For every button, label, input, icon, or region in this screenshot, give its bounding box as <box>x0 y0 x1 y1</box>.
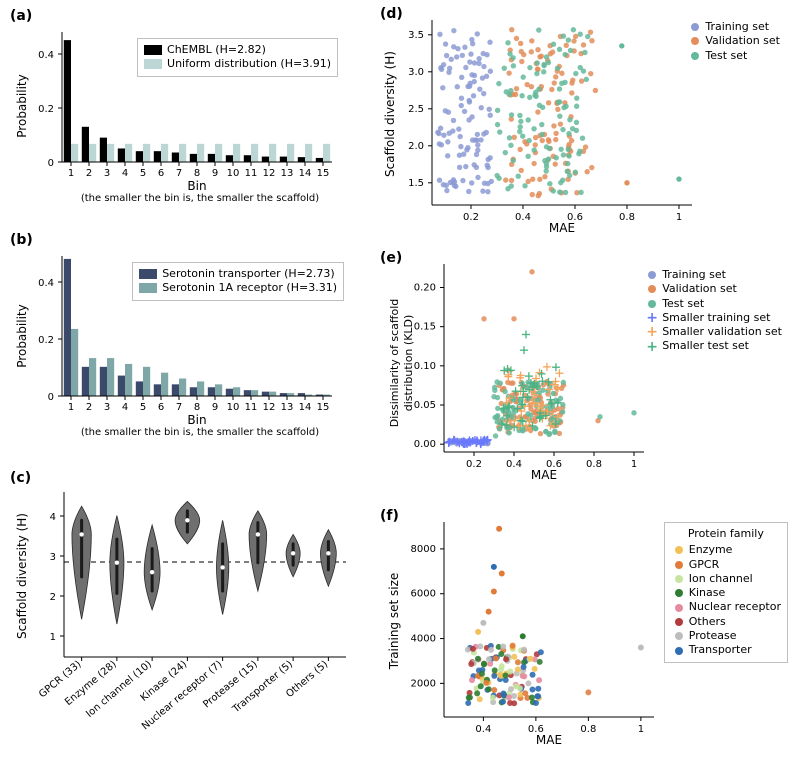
panel-c-label: (c) <box>10 470 31 486</box>
svg-text:2: 2 <box>86 402 92 413</box>
svg-text:5: 5 <box>140 402 146 413</box>
svg-text:0.4: 0.4 <box>515 212 531 223</box>
svg-text:0: 0 <box>48 392 54 403</box>
svg-text:Bin: Bin <box>187 179 206 193</box>
svg-text:0: 0 <box>48 158 54 169</box>
svg-text:3: 3 <box>104 402 110 413</box>
svg-text:5: 5 <box>140 168 146 179</box>
svg-text:13: 13 <box>281 168 294 179</box>
svg-text:0.2: 0.2 <box>38 335 54 346</box>
svg-text:4: 4 <box>122 168 128 179</box>
panel-c: (c) 1 2 3 4 GPCR (33)Enz <box>10 470 360 760</box>
svg-text:0.15: 0.15 <box>414 322 436 333</box>
svg-text:11: 11 <box>245 402 258 413</box>
svg-text:Scaffold diversity (H): Scaffold diversity (H) <box>15 513 29 639</box>
panel-b-caption: (the smaller the bin is, the smaller the… <box>50 427 350 438</box>
panel-a-label: (a) <box>10 8 32 24</box>
svg-text:2: 2 <box>86 168 92 179</box>
svg-text:4: 4 <box>50 512 56 523</box>
svg-text:3: 3 <box>104 168 110 179</box>
svg-text:Probability: Probability <box>15 304 29 367</box>
svg-text:3.5: 3.5 <box>408 30 424 41</box>
svg-text:8000: 8000 <box>411 544 436 555</box>
svg-text:14: 14 <box>299 402 312 413</box>
svg-text:Scaffold diversity (H): Scaffold diversity (H) <box>383 51 397 177</box>
figure-root: (a) 0 0.2 0.4 123456789101112 <box>0 0 793 767</box>
svg-text:1: 1 <box>638 724 644 735</box>
panel-e: (e) 0.20.40.60.81 0.000.050.100.150.20 M… <box>380 250 790 495</box>
svg-text:MAE: MAE <box>531 468 557 482</box>
panel-a-legend: ChEMBL (H=2.82) Uniform distribution (H=… <box>137 38 338 77</box>
svg-text:Training set size: Training set size <box>387 573 401 671</box>
svg-text:6000: 6000 <box>411 589 436 600</box>
svg-text:0.8: 0.8 <box>586 459 602 470</box>
panel-f-legend: Protein family EnzymeGPCRIon channelKina… <box>664 522 788 663</box>
svg-text:MAE: MAE <box>549 221 575 235</box>
svg-text:Dissimilarity of scaffold: Dissimilarity of scaffold <box>388 299 401 427</box>
panel-b-legend: Serotonin transporter (H=2.73) Serotonin… <box>132 262 344 301</box>
svg-text:15: 15 <box>317 402 330 413</box>
svg-text:8: 8 <box>194 168 200 179</box>
panel-a-caption: (the smaller the bin is, the smaller the… <box>50 193 350 204</box>
panel-c-svg: 1 2 3 4 GPCR (33)Enzyme (28)Ion channel … <box>10 486 360 761</box>
svg-text:10: 10 <box>227 402 240 413</box>
svg-text:2.5: 2.5 <box>408 104 424 115</box>
svg-text:0.10: 0.10 <box>414 361 436 372</box>
svg-text:2000: 2000 <box>411 678 436 689</box>
svg-text:0.4: 0.4 <box>38 50 54 61</box>
svg-text:distribution (KLD): distribution (KLD) <box>402 315 415 412</box>
svg-text:13: 13 <box>281 402 294 413</box>
panel-f: (f) 0.40.60.81 2000400060008000 MAE Trai… <box>380 508 790 758</box>
svg-text:1: 1 <box>676 212 682 223</box>
svg-text:4000: 4000 <box>411 634 436 645</box>
svg-text:0.05: 0.05 <box>414 400 436 411</box>
svg-text:11: 11 <box>245 168 258 179</box>
panel-b: (b) 0 0.2 0.4 123456789101112131415 Bin … <box>10 232 350 452</box>
svg-text:10: 10 <box>227 168 240 179</box>
svg-text:0.4: 0.4 <box>475 724 491 735</box>
svg-text:1: 1 <box>631 459 637 470</box>
panel-d: (d) 0.20.40.60.81 1.52.02.53.03.5 MAE Sc… <box>380 6 790 241</box>
svg-text:0.4: 0.4 <box>506 459 522 470</box>
svg-text:Transporter (5): Transporter (5) <box>230 659 295 716</box>
svg-text:0.00: 0.00 <box>414 439 436 450</box>
svg-text:7: 7 <box>176 168 182 179</box>
svg-text:MAE: MAE <box>536 733 562 747</box>
panel-a: (a) 0 0.2 0.4 123456789101112 <box>10 8 350 218</box>
svg-text:0.8: 0.8 <box>619 212 635 223</box>
svg-text:12: 12 <box>263 402 276 413</box>
panel-d-legend: Training set Validation set Test set <box>681 16 786 67</box>
svg-text:Bin: Bin <box>187 413 206 427</box>
svg-text:12: 12 <box>263 168 276 179</box>
svg-text:3: 3 <box>50 552 56 563</box>
svg-text:14: 14 <box>299 168 312 179</box>
panel-b-label: (b) <box>10 232 33 248</box>
svg-text:0.2: 0.2 <box>463 212 479 223</box>
svg-text:0.20: 0.20 <box>414 283 436 294</box>
svg-text:3.0: 3.0 <box>408 67 424 78</box>
svg-text:0.4: 0.4 <box>38 278 54 289</box>
svg-text:0.2: 0.2 <box>466 459 482 470</box>
svg-text:9: 9 <box>212 402 218 413</box>
svg-text:4: 4 <box>122 402 128 413</box>
svg-text:7: 7 <box>176 402 182 413</box>
svg-text:15: 15 <box>317 168 330 179</box>
svg-text:0.2: 0.2 <box>38 104 54 115</box>
svg-text:6: 6 <box>158 168 164 179</box>
svg-text:8: 8 <box>194 402 200 413</box>
svg-text:1: 1 <box>68 402 74 413</box>
svg-text:9: 9 <box>212 168 218 179</box>
svg-text:1: 1 <box>50 632 56 643</box>
svg-text:6: 6 <box>158 402 164 413</box>
svg-text:Probability: Probability <box>15 74 29 137</box>
svg-text:2.0: 2.0 <box>408 141 424 152</box>
svg-text:2: 2 <box>50 592 56 603</box>
panel-e-legend: Training set Validation set Test set +Sm… <box>638 264 788 358</box>
svg-text:0.8: 0.8 <box>580 724 596 735</box>
svg-text:1.5: 1.5 <box>408 178 424 189</box>
svg-text:1: 1 <box>68 168 74 179</box>
svg-text:Ion channel (10): Ion channel (10) <box>84 659 154 720</box>
